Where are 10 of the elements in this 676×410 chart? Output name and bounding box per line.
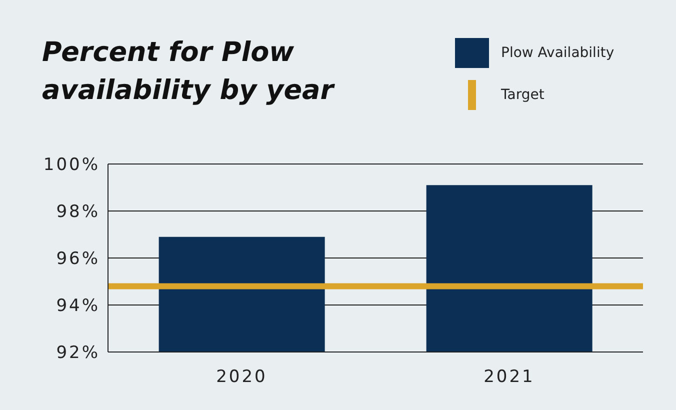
x-tick-label: 2020 [216, 367, 268, 388]
legend-label: Target [501, 87, 544, 103]
chart-title: Percent for Plow availability by year [42, 36, 336, 108]
x-tick-label: 2021 [484, 367, 535, 388]
y-tick-label: 94% [56, 296, 100, 316]
y-tick-label: 100% [43, 155, 100, 176]
y-tick-label: 98% [56, 202, 100, 222]
y-tick-label: 92% [56, 343, 100, 364]
y-tick-label: 96% [56, 249, 100, 270]
legend-label: Plow Availability [501, 45, 614, 61]
